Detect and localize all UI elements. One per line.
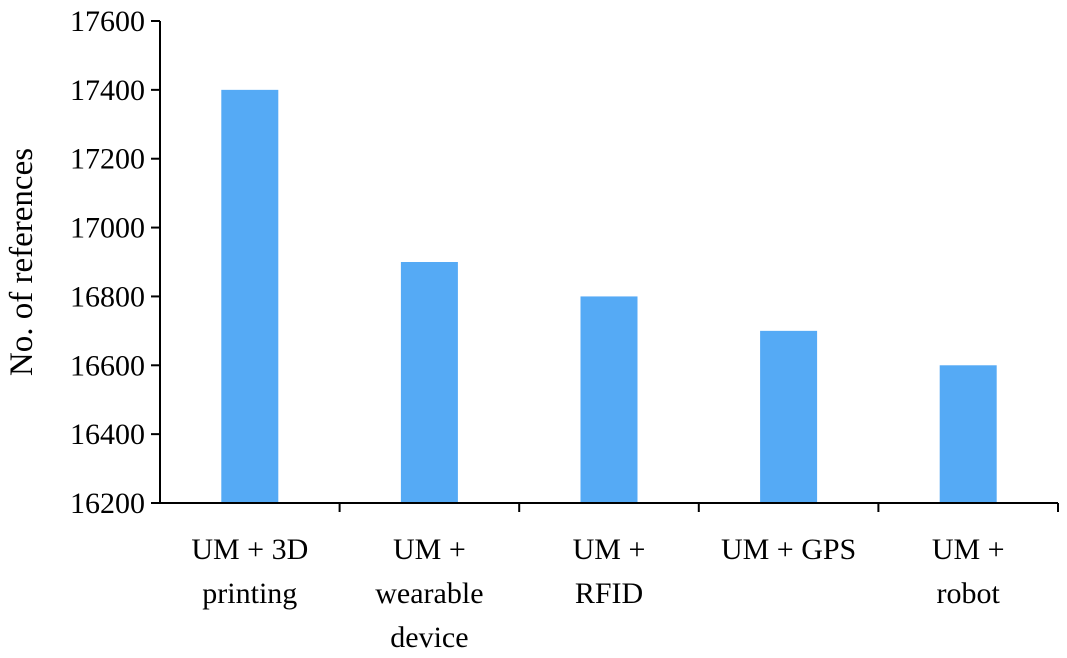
x-category-label: UM + 3D printing bbox=[191, 533, 308, 610]
y-tick-label: 16200 bbox=[70, 487, 145, 520]
x-category-label: UM + RFID bbox=[573, 533, 646, 610]
bar bbox=[400, 262, 458, 503]
x-category-label: UM + robot bbox=[932, 533, 1005, 610]
bars-group bbox=[221, 89, 997, 503]
y-tick-label: 17200 bbox=[70, 143, 145, 176]
y-tick-label: 17000 bbox=[70, 212, 145, 245]
x-category-label: UM + GPS bbox=[721, 533, 856, 566]
y-tick-label: 17600 bbox=[70, 5, 145, 38]
x-axis-category-labels: UM + 3D printing UM + wearable device UM + RFI… bbox=[191, 533, 1004, 654]
y-axis-ticks: 16200 16400 16600 16800 17000 17200 17400 17600 bbox=[70, 5, 160, 520]
bar bbox=[580, 296, 638, 503]
y-tick-label: 16400 bbox=[70, 418, 145, 451]
x-axis-ticks bbox=[338, 503, 1059, 512]
x-category-label: UM + wearable device bbox=[375, 533, 483, 654]
y-tick-label: 17400 bbox=[70, 74, 145, 107]
bar bbox=[939, 365, 997, 503]
y-axis-title: No. of references bbox=[4, 148, 40, 376]
y-tick-label: 16600 bbox=[70, 349, 145, 382]
y-tick-label: 16800 bbox=[70, 280, 145, 313]
bar bbox=[221, 89, 279, 503]
bar bbox=[760, 330, 818, 503]
